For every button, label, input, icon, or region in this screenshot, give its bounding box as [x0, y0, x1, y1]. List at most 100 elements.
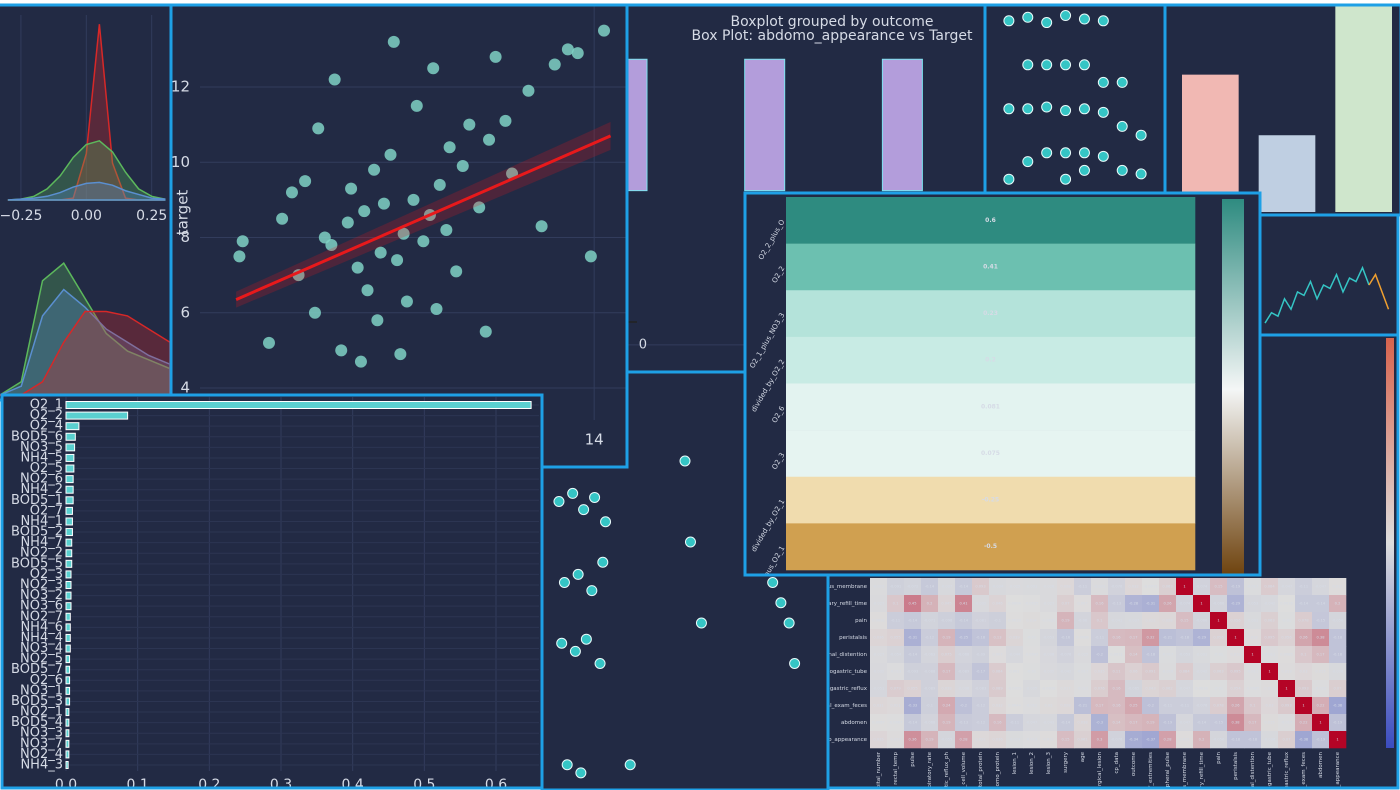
heatmap-cell: [989, 578, 1007, 596]
y-tick-label: O2_4: [30, 419, 63, 434]
heatmap-cell: [1329, 663, 1347, 681]
heatmap-cell: [1108, 714, 1126, 732]
scatter-point: [571, 47, 584, 60]
cell-label: -0.21: [1078, 704, 1087, 708]
panel-background: [2, 395, 542, 788]
cell-label: -0.053: [1043, 636, 1055, 640]
heatmap-cell: [1261, 714, 1279, 732]
heatmap-cell: [1193, 578, 1211, 596]
cell-label: -0.14: [959, 585, 969, 589]
bar: [1258, 135, 1316, 212]
scatter-point: [535, 220, 548, 233]
heatmap-cell: [1312, 680, 1330, 698]
scatter-point: [1078, 147, 1090, 159]
column-label: d_cell_volume: [961, 751, 967, 790]
heatmap-cell: [938, 578, 956, 596]
cell-label: 0.013: [1281, 670, 1291, 674]
scatter-point: [558, 577, 570, 588]
cell-label: 0.015: [1315, 670, 1325, 674]
panel: [1165, 5, 1400, 215]
heatmap-cell: [887, 595, 905, 613]
heatmap-cell: [1023, 578, 1041, 596]
heatmap-cell: [1074, 595, 1092, 613]
heatmap-cell: [1261, 612, 1279, 630]
cell-label: 0.075: [941, 653, 951, 657]
heatmap-cell: [1057, 595, 1075, 613]
cell-label: 0.035: [873, 738, 883, 742]
cell-label: -0.31: [908, 636, 917, 640]
heatmap-cell: [1227, 578, 1245, 596]
y-tick-label: BOD5_5: [11, 556, 63, 571]
heatmap-cell: [1023, 663, 1041, 681]
cell-label: -0.044: [1009, 653, 1021, 657]
y-tick-label: BOD5_4: [11, 715, 63, 730]
cell-label: 0.091: [1145, 670, 1155, 674]
heatmap-cell: [1193, 697, 1211, 715]
scatter-point: [1097, 106, 1109, 118]
column-label: mo_appearance: [1335, 751, 1341, 790]
heatmap-cell: [938, 629, 956, 647]
heatmap-cell: [1278, 578, 1296, 596]
heatmap-cell: [1091, 595, 1109, 613]
y-tick-label: NH4_7: [20, 535, 63, 550]
bar: [65, 432, 76, 441]
column-label: lesion_3: [1046, 752, 1052, 775]
heatmap-cell: [1074, 680, 1092, 698]
cell-label: 0.28: [959, 738, 968, 742]
heatmap-cell: [1176, 697, 1194, 715]
cell-label: 0.15: [1061, 738, 1069, 742]
row-label: cous_membrane: [821, 584, 867, 590]
cell-label: -0.37: [1146, 738, 1155, 742]
scatter-point: [391, 254, 404, 267]
cell-label: 0.062: [1162, 687, 1172, 691]
cell-label: -0.076: [1196, 704, 1208, 708]
cell-label: -0.017: [1077, 670, 1089, 674]
heatmap-cell: [1125, 595, 1143, 613]
cell-label: 0.07: [1333, 687, 1341, 691]
heatmap-cell: [972, 595, 990, 613]
y-tick-label: 0: [639, 337, 647, 352]
scatter-point: [463, 118, 476, 131]
scatter-point: [783, 617, 795, 629]
cell-label: 0.16: [993, 721, 1002, 725]
cell-label: -0.026: [1043, 585, 1055, 589]
heatmap-cell: [1040, 629, 1058, 647]
heatmap-cell: [1210, 595, 1228, 613]
heatmap-cell: [1108, 646, 1126, 664]
heatmap-cell: [989, 612, 1007, 630]
heatmap-cell: [887, 663, 905, 681]
scatter-point: [473, 201, 486, 214]
y-tick-label: O2_1: [30, 398, 63, 413]
heatmap-cell: [870, 731, 888, 749]
scatter-point: [417, 235, 430, 248]
cell-label: 1: [1217, 619, 1219, 623]
heatmap-cell: [1040, 663, 1058, 681]
cell-label: -0.19: [1163, 721, 1173, 725]
cell-label: -0.18: [1333, 636, 1343, 640]
heatmap-cell: [938, 714, 956, 732]
heatmap-cell: [1023, 697, 1041, 715]
cell-label: -0.17: [976, 670, 985, 674]
heatmap-cell: [972, 663, 990, 681]
column-label: lesion_1: [1012, 752, 1018, 774]
cell-label: -0.047: [1281, 585, 1293, 589]
heatmap-cell: [1176, 680, 1194, 698]
heatmap-cell: [1023, 595, 1041, 613]
heatmap-cell: [1278, 714, 1296, 732]
heatmap-cell: [1261, 731, 1279, 749]
heatmap-cell: [904, 697, 922, 715]
scatter-point: [276, 212, 289, 225]
column-label: rectal_temp: [893, 751, 899, 784]
heatmap-cell: [972, 714, 990, 732]
cell-label: -0.056: [1213, 738, 1225, 742]
scatter-point: [1060, 59, 1072, 71]
heatmap-cell: [1244, 663, 1262, 681]
heatmap-cell: [1006, 731, 1024, 749]
heatmap-cell: [1244, 578, 1262, 596]
cell-label: -0.25: [982, 497, 999, 504]
heatmap-cell: [1040, 680, 1058, 698]
cell-label: -0.1: [994, 619, 1001, 623]
cell-label: 1: [1183, 585, 1185, 589]
row-label: asogastric_reflux: [820, 686, 868, 692]
heatmap-cell: [1278, 697, 1296, 715]
